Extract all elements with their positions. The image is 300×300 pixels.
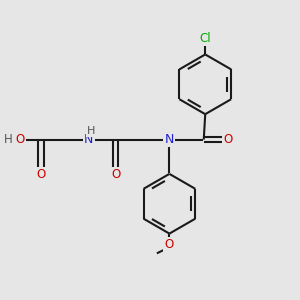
Text: H: H	[87, 126, 95, 136]
Text: Cl: Cl	[200, 32, 211, 44]
Text: N: N	[165, 133, 174, 146]
Text: O: O	[111, 168, 120, 181]
Text: O: O	[224, 133, 233, 146]
Text: O: O	[36, 168, 46, 181]
Text: N: N	[84, 133, 94, 146]
Text: O: O	[16, 133, 25, 146]
Text: O: O	[165, 238, 174, 251]
Text: H: H	[4, 133, 13, 146]
